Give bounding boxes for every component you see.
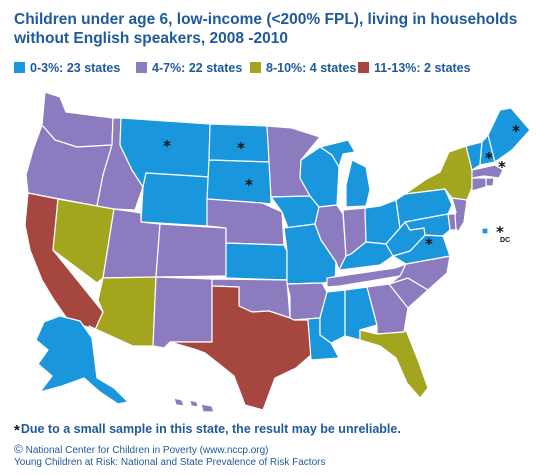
legend-label-4-7: 4-7%: 22 states <box>152 61 243 75</box>
state-tx[interactable] <box>169 285 312 411</box>
star-me: * <box>512 122 520 140</box>
state-ak[interactable] <box>35 315 129 405</box>
credit-line-2: Young Children at Risk: National and Sta… <box>14 457 326 468</box>
state-ri[interactable] <box>485 177 495 187</box>
map-title: Children under age 6, low-income (<200% … <box>14 11 518 47</box>
state-hi-3[interactable] <box>200 403 215 413</box>
state-sd[interactable] <box>206 159 272 205</box>
legend-swatch-4-7 <box>136 62 147 73</box>
legend-swatch-8-10 <box>250 62 261 73</box>
footnote-star: * <box>14 422 20 439</box>
legend-label-11-13: 11-13%: 2 states <box>374 61 471 75</box>
state-ct[interactable] <box>471 177 487 192</box>
copyright-symbol: © <box>14 442 23 456</box>
state-md[interactable] <box>404 213 451 237</box>
state-nm[interactable] <box>152 276 213 349</box>
footnote: *Due to a small sample in this state, th… <box>14 422 401 439</box>
us-state-map: * * * * * * * * DC <box>24 91 531 413</box>
star-dc: * <box>496 223 504 241</box>
star-nd: * <box>237 139 245 157</box>
legend-label-8-10: 8-10%: 4 states <box>266 61 357 75</box>
state-co[interactable] <box>155 223 227 278</box>
star-wv: * <box>425 235 433 253</box>
star-vt: * <box>485 149 493 167</box>
state-mi[interactable] <box>319 139 356 168</box>
state-hi-2[interactable] <box>189 399 199 408</box>
state-hi[interactable] <box>173 397 185 407</box>
footnote-text: Due to a small sample in this state, the… <box>20 422 401 436</box>
credit: © National Center for Children in Povert… <box>14 443 325 469</box>
dc-label: DC <box>500 237 510 244</box>
legend-swatch-0-3 <box>14 62 25 73</box>
star-mt: * <box>163 137 171 155</box>
legend-swatch-11-13 <box>358 62 369 73</box>
state-wy[interactable] <box>140 172 210 227</box>
star-nh: * <box>498 158 506 176</box>
credit-line-1: National Center for Children in Poverty … <box>25 445 269 456</box>
legend-label-0-3: 0-3%: 23 states <box>30 61 121 75</box>
state-fl[interactable] <box>359 329 429 399</box>
state-me[interactable] <box>487 107 531 163</box>
star-sd: * <box>245 176 253 194</box>
state-ks[interactable] <box>225 242 288 281</box>
state-mi-lower[interactable] <box>345 159 371 208</box>
state-dc[interactable] <box>481 227 489 235</box>
